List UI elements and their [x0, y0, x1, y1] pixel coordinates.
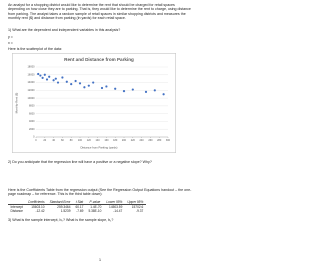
point	[52, 79, 55, 82]
question: 2) Do you anticipate that the regression…	[8, 160, 152, 164]
point	[41, 76, 44, 79]
question: 3) What is the sample intercept, b₀? Wha…	[8, 218, 114, 222]
point	[87, 84, 90, 87]
answer-line: y =	[8, 35, 13, 39]
x-tick-label: 140	[96, 139, 101, 142]
point	[70, 83, 73, 86]
y-tick-label: 4000	[29, 120, 35, 123]
table-cell: Distance	[10, 209, 23, 213]
point	[162, 93, 165, 96]
x-tick-label: 40	[52, 139, 55, 142]
x-tick-label: 160	[104, 139, 109, 142]
point	[54, 77, 57, 80]
x-tick-label: 200	[122, 139, 127, 142]
table-cell: 60.17	[75, 205, 84, 209]
y-tick-label: 16000	[28, 73, 36, 76]
table-cell: 259.3464	[57, 205, 71, 209]
table-cell: Lower 95%	[103, 200, 125, 205]
point	[65, 80, 68, 83]
chart-title: Rent and Distance from Parking	[64, 57, 134, 62]
point	[131, 88, 134, 91]
y-tick-label: 6000	[29, 112, 35, 115]
page: An analyst for a shopping district would…	[8, 3, 192, 262]
y-tick-label: 2000	[29, 128, 35, 131]
table-cell: Standard Error	[47, 200, 73, 205]
table-cell	[8, 200, 26, 205]
table-cell: -14.47	[113, 209, 123, 213]
point	[74, 79, 77, 83]
table-cell: 5.38E-10	[88, 209, 102, 213]
y-tick-label: 14000	[28, 81, 36, 84]
table-cell: 14503.59	[109, 205, 123, 209]
coefficients-table: Coefficients Standard Error t Stat P-value L…	[8, 200, 146, 213]
table-cell: Intercept	[10, 205, 23, 209]
point	[48, 75, 51, 78]
question: 1) What are the dependent and independen…	[8, 28, 121, 32]
x-tick-label: 260	[148, 139, 153, 142]
y-tick-label: 8000	[29, 105, 35, 108]
y-axis-label: Monthly Rent ($)	[15, 93, 19, 114]
point	[92, 81, 95, 84]
intro: An analyst for a shopping district would…	[8, 3, 191, 21]
x-tick-label: 280	[157, 139, 162, 142]
x-axis-label: Distance from Parking (yards)	[81, 146, 118, 150]
point	[114, 87, 117, 90]
table-cell: t Stat	[72, 200, 86, 205]
x-tick-label: 240	[140, 139, 145, 142]
point	[43, 73, 46, 76]
table-cell: -7.69	[76, 209, 84, 213]
y-tick-label: 12000	[28, 89, 36, 92]
point	[83, 86, 86, 89]
x-tick-label: 60	[61, 139, 64, 142]
table-cell: 15702.6	[131, 205, 144, 209]
table-cell: 15603.10	[31, 205, 45, 209]
point	[45, 78, 49, 81]
x-tick-label: 20	[43, 139, 46, 142]
page-number: 1	[99, 258, 101, 262]
point	[144, 90, 148, 93]
table-row: Intercept 15603.10 259.3464 60.17 1.4E-70 145…	[8, 205, 146, 210]
x-tick-label: 180	[113, 139, 118, 142]
table-cell: 1.5239	[60, 209, 71, 213]
x-tick-label: 220	[131, 139, 136, 142]
table-row: Distance -12.42 1.5239 -7.69 5.38E-10 -14.47 -…	[8, 209, 146, 213]
x-tick-label: 80	[70, 139, 73, 142]
y-tick-label: 10000	[28, 97, 36, 100]
point	[56, 81, 60, 84]
x-tick-label: 0	[35, 139, 37, 142]
x-tick-label: 120	[87, 139, 92, 142]
text: Here is the scatterplot of the data:	[8, 47, 62, 51]
point	[105, 85, 108, 88]
point	[78, 82, 82, 85]
table-row: Coefficients Standard Error t Stat P-value L…	[8, 200, 146, 205]
y-tick-label: 0	[33, 136, 35, 139]
point	[37, 72, 40, 76]
table-cell: Upper 95%	[124, 200, 146, 205]
text: Here is the Coefficients Table from the …	[8, 188, 192, 197]
table-cell: 1.4E-70	[90, 205, 102, 209]
table-cell: -9.37	[136, 209, 144, 213]
chart: Rent and Distance from Parking Monthly R…	[12, 53, 176, 153]
point	[100, 86, 104, 90]
point	[61, 76, 64, 79]
x-tick-label: 100	[78, 139, 83, 142]
table-cell: P-value	[85, 200, 104, 205]
answer-line: x =	[8, 41, 13, 45]
chart-frame	[12, 53, 176, 153]
x-tick-label: 300	[166, 139, 171, 142]
point	[153, 89, 156, 92]
point	[122, 90, 126, 93]
y-tick-label: 18000	[28, 66, 36, 69]
point	[39, 74, 42, 77]
table-cell: -12.42	[35, 209, 45, 213]
table-cell: Coefficients	[25, 200, 48, 205]
